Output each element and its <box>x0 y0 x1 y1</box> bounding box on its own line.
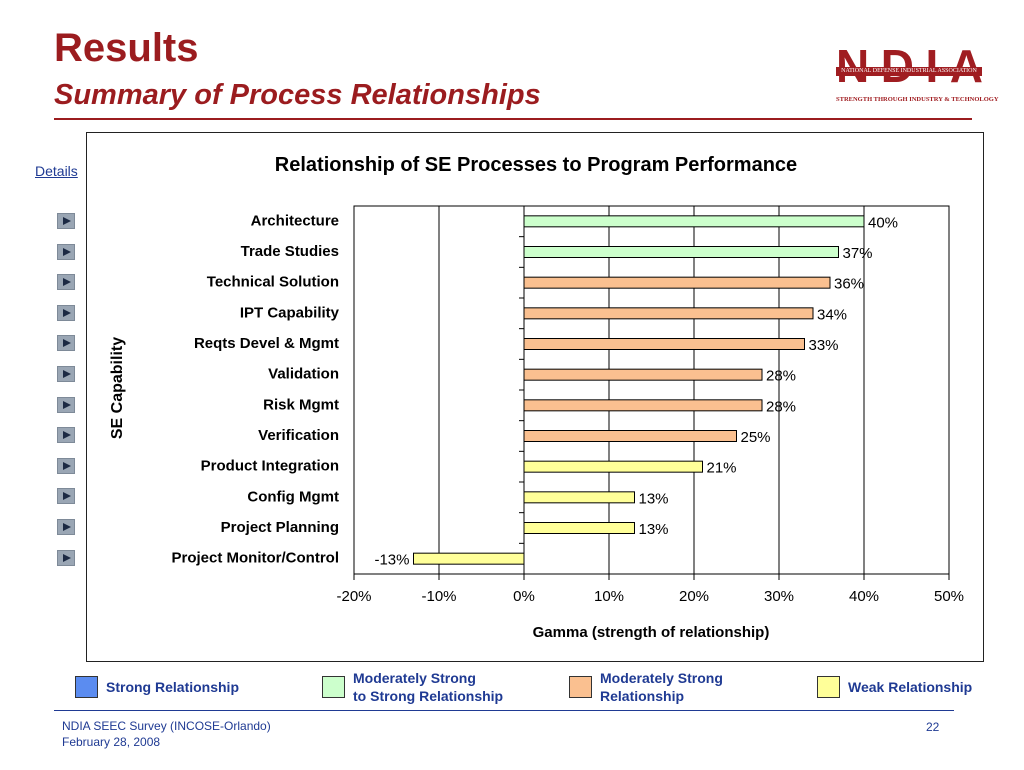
legend-item-strong: Strong Relationship <box>75 676 239 698</box>
legend-swatch <box>817 676 840 698</box>
row-arrow-button[interactable] <box>57 488 75 504</box>
bar <box>523 276 831 289</box>
x-tick-label: 10% <box>594 588 624 605</box>
chart-frame: -20% -10% 0% 10% 20% 30% 40% 50% Architecture 40%… <box>86 132 984 662</box>
plot-area <box>353 205 950 575</box>
page-number: 22 <box>926 720 940 734</box>
legend-label: Moderately Strong Relationship <box>600 670 723 704</box>
category-label: Technical Solution <box>207 274 339 291</box>
legend-label: Weak Relationship <box>848 679 973 695</box>
x-tick-label: -20% <box>336 588 371 605</box>
row-arrow-button[interactable] <box>57 550 75 566</box>
category-label: Product Integration <box>201 458 339 475</box>
category-label: Project Monitor/Control <box>172 550 340 567</box>
legend-label: Strong Relationship <box>106 679 239 695</box>
y-axis-label: SE Capability <box>109 337 126 439</box>
data-label: -13% <box>374 552 409 569</box>
x-axis-label: Gamma (strength of relationship) <box>533 624 770 641</box>
row-arrow-button[interactable] <box>57 397 75 413</box>
logo-letter: I <box>925 40 938 92</box>
legend-item-moderately-strong: Moderately Strong Relationship <box>569 669 723 705</box>
row-arrow-button[interactable] <box>57 335 75 351</box>
title-divider <box>54 118 972 120</box>
data-label: 25% <box>741 429 771 446</box>
data-label: 33% <box>809 337 839 354</box>
bar-chart: -20% -10% 0% 10% 20% 30% 40% 50% Architecture 40%… <box>109 154 964 641</box>
bar <box>523 491 635 504</box>
category-label: Reqts Devel & Mgmt <box>194 335 339 352</box>
footer-event: NDIA SEEC Survey (INCOSE-Orlando) <box>62 719 271 733</box>
logo-letter: A <box>949 40 983 92</box>
logo-band-text: NATIONAL DEFENSE INDUSTRIAL ASSOCIATION <box>839 68 979 74</box>
bar <box>523 460 703 473</box>
bar <box>523 215 865 228</box>
data-label: 40% <box>868 214 898 231</box>
logo-band: NATIONAL DEFENSE INDUSTRIAL ASSOCIATION <box>836 67 982 76</box>
data-label: 13% <box>639 490 669 507</box>
bar <box>523 246 839 258</box>
bar <box>523 399 763 412</box>
details-link[interactable]: Details <box>35 163 78 179</box>
bar <box>413 552 525 565</box>
chart-title: Relationship of SE Processes to Program … <box>275 154 797 176</box>
data-label: 37% <box>843 245 873 262</box>
data-label: 13% <box>639 521 669 538</box>
row-arrow-button[interactable] <box>57 427 75 443</box>
data-label: 28% <box>766 368 796 385</box>
category-label: Project Planning <box>221 519 339 536</box>
legend-swatch <box>322 676 345 698</box>
row-arrow-button[interactable] <box>57 244 75 260</box>
legend-item-weak: Weak Relationship <box>817 676 972 698</box>
x-tick-label: 30% <box>764 588 794 605</box>
legend-item-moderately-strong-to-strong: Moderately Strong to Strong Relationship <box>322 669 503 705</box>
data-label: 36% <box>834 276 864 293</box>
footer-text: NDIA SEEC Survey (INCOSE-Orlando) Februa… <box>62 718 271 750</box>
category-label: IPT Capability <box>240 304 340 321</box>
row-arrow-button[interactable] <box>57 366 75 382</box>
logo-tagline: STRENGTH THROUGH INDUSTRY & TECHNOLOGY <box>836 96 999 103</box>
legend-label: Moderately Strong to Strong Relationship <box>353 670 504 704</box>
category-label: Verification <box>258 427 339 444</box>
category-label: Architecture <box>251 212 339 229</box>
data-label: 28% <box>766 398 796 415</box>
slide-subtitle: Summary of Process Relationships <box>54 79 541 111</box>
logo-letters: N D I A <box>836 40 983 92</box>
x-tick-label: 40% <box>849 588 879 605</box>
category-label: Validation <box>268 366 339 383</box>
bar <box>523 430 737 442</box>
slide-title: Results <box>54 26 199 70</box>
footer-date: February 28, 2008 <box>62 735 161 749</box>
row-arrow-button[interactable] <box>57 458 75 474</box>
x-tick-label: 20% <box>679 588 709 605</box>
legend-swatch <box>75 676 98 698</box>
x-tick-label: 0% <box>513 588 535 605</box>
bar <box>523 368 763 381</box>
row-arrow-button[interactable] <box>57 274 75 290</box>
category-label: Config Mgmt <box>247 488 339 505</box>
bar <box>523 522 635 534</box>
category-label: Risk Mgmt <box>263 396 339 413</box>
x-tick-label: -10% <box>421 588 456 605</box>
row-arrow-button[interactable] <box>57 213 75 229</box>
category-label: Trade Studies <box>241 243 339 260</box>
legend-swatch <box>569 676 592 698</box>
data-label: 34% <box>817 306 847 323</box>
footer-divider <box>54 710 954 711</box>
logo-letter: D <box>880 40 914 92</box>
x-tick-label: 50% <box>934 588 964 605</box>
bar <box>523 338 805 350</box>
logo-letter: N <box>836 40 869 92</box>
row-arrow-button[interactable] <box>57 519 75 535</box>
bar <box>523 307 814 320</box>
ndia-logo: N D I A NATIONAL DEFENSE INDUSTRIAL ASSO… <box>836 40 999 108</box>
row-arrow-button[interactable] <box>57 305 75 321</box>
data-label: 21% <box>707 460 737 477</box>
